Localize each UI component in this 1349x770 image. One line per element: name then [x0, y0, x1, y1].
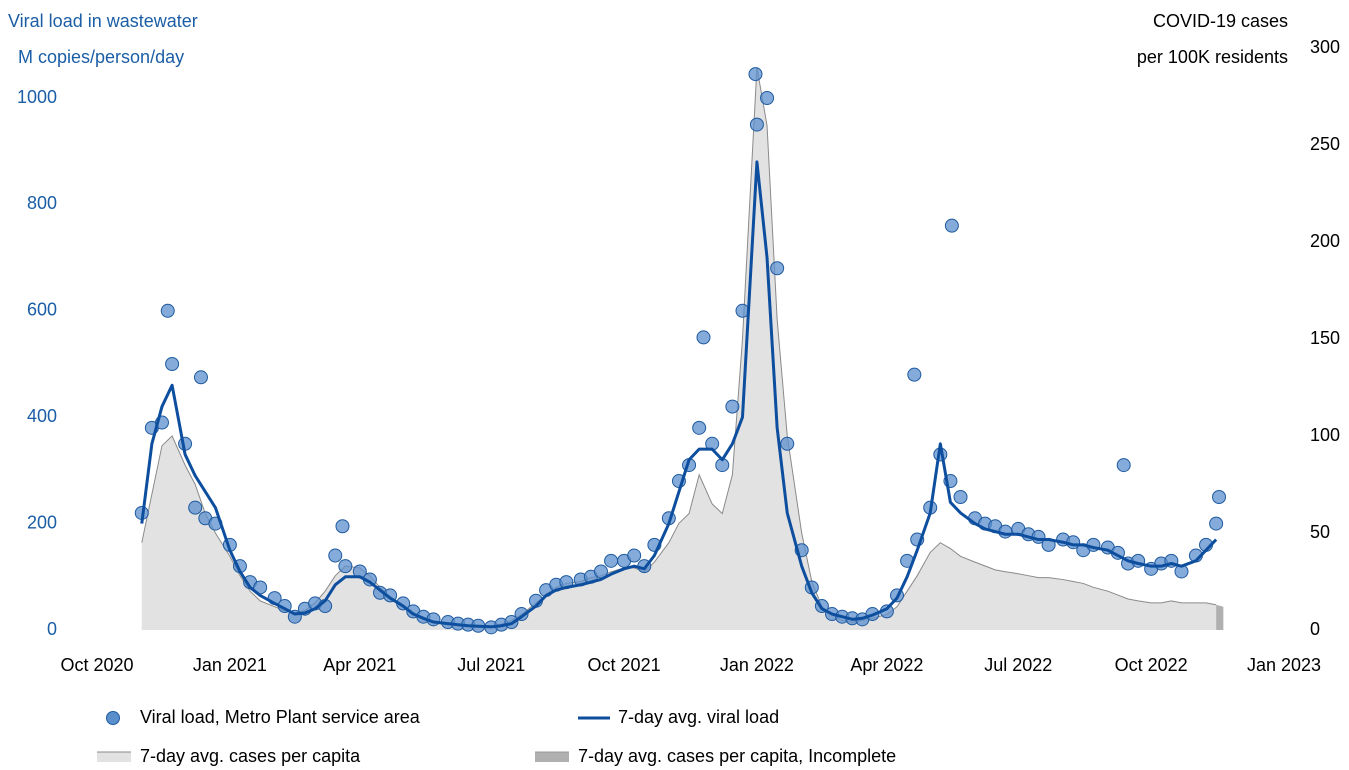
x-tick-label: Apr 2022 [850, 655, 923, 675]
x-tick-label: Jul 2022 [984, 655, 1052, 675]
y-axis-title: Viral load in wastewater [8, 11, 198, 31]
y-tick-label: 600 [27, 300, 57, 320]
legend-symbol [535, 752, 569, 762]
point [627, 548, 642, 563]
point [604, 553, 619, 568]
point [1212, 490, 1227, 505]
x-tick-label: Jan 2022 [720, 655, 794, 675]
point [165, 357, 180, 372]
point [749, 117, 764, 132]
y-tick-label: 200 [27, 512, 57, 532]
y2-tick-label: 0 [1310, 619, 1320, 639]
y-tick-label: 400 [27, 406, 57, 426]
x-tick-label: Apr 2021 [323, 655, 396, 675]
legend-item: 7-day avg. cases per capita [97, 746, 361, 766]
y2-axis-title: per 100K residents [1137, 47, 1288, 67]
legend-item: 7-day avg. viral load [578, 707, 779, 727]
y2-tick-label: 250 [1310, 134, 1340, 154]
x-tick-label: Jan 2023 [1247, 655, 1321, 675]
legend-label: 7-day avg. cases per capita [140, 746, 361, 766]
legend-item: 7-day avg. cases per capita, Incomplete [535, 746, 896, 766]
y2-tick-label: 200 [1310, 231, 1340, 251]
legend-label: 7-day avg. viral load [618, 707, 779, 727]
legend-label: 7-day avg. cases per capita, Incomplete [578, 746, 896, 766]
point [188, 500, 203, 515]
point [780, 436, 795, 451]
y-tick-label: 0 [47, 619, 57, 639]
area [1216, 604, 1224, 630]
point [193, 370, 208, 385]
x-tick-label: Oct 2022 [1115, 655, 1188, 675]
point [338, 559, 353, 574]
point [160, 303, 175, 318]
x-tick-label: Oct 2021 [588, 655, 661, 675]
point [335, 519, 350, 534]
point [760, 91, 775, 106]
point [748, 67, 763, 82]
point [692, 420, 707, 435]
y-axis-title: M copies/person/day [18, 47, 184, 67]
x-tick-label: Jan 2021 [193, 655, 267, 675]
x-tick-label: Oct 2020 [60, 655, 133, 675]
point [328, 548, 343, 563]
x-tick-label: Jul 2021 [457, 655, 525, 675]
point [1209, 516, 1224, 531]
point [907, 367, 922, 382]
point [696, 330, 711, 345]
point [953, 490, 968, 505]
legend-item: Viral load, Metro Plant service area [106, 707, 421, 727]
point [770, 261, 785, 276]
y2-tick-label: 150 [1310, 328, 1340, 348]
point [1116, 458, 1131, 473]
y2-tick-label: 100 [1310, 425, 1340, 445]
y2-axis-title: COVID-19 cases [1153, 11, 1288, 31]
y2-tick-label: 50 [1310, 522, 1330, 542]
y-tick-label: 800 [27, 193, 57, 213]
y-tick-label: 1000 [17, 87, 57, 107]
legend-symbol [97, 752, 131, 762]
legend-label: Viral load, Metro Plant service area [140, 707, 421, 727]
legend-symbol [106, 711, 120, 725]
y2-tick-label: 300 [1310, 37, 1340, 57]
line [140, 160, 1218, 629]
point [725, 399, 740, 414]
point [944, 218, 959, 233]
